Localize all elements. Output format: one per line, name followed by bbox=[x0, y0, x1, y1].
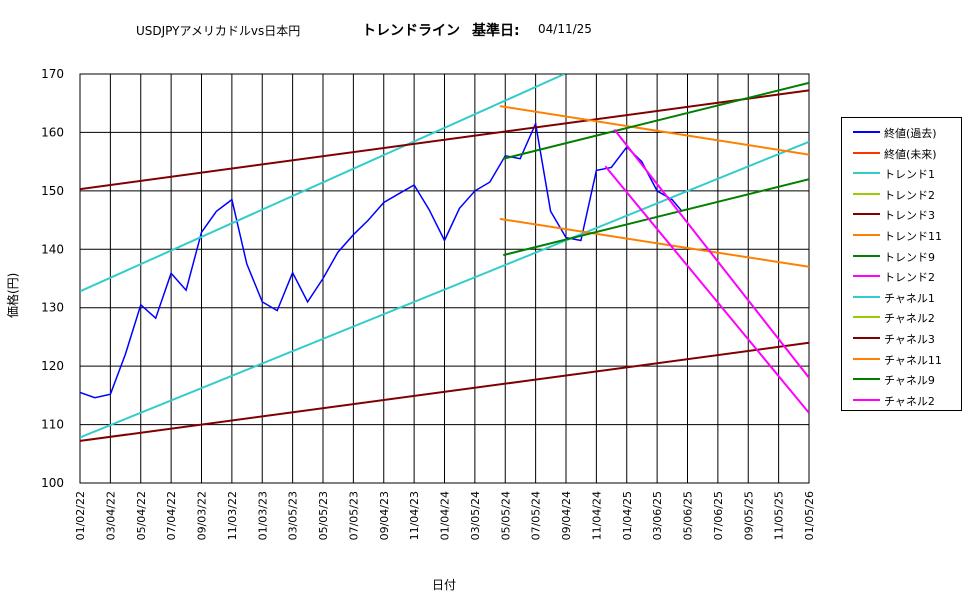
x-tick-label: 05/05/23 bbox=[317, 491, 330, 540]
x-tick-label: 05/04/22 bbox=[135, 491, 148, 540]
x-tick-label: 03/04/22 bbox=[104, 491, 117, 540]
legend-label: チャネル1 bbox=[884, 291, 935, 305]
series-line-12 bbox=[499, 105, 809, 156]
x-tick-label: 11/04/23 bbox=[408, 491, 421, 540]
x-tick-label: 01/03/23 bbox=[256, 491, 269, 540]
legend-item: トレンド2 bbox=[842, 184, 961, 204]
series-line-14 bbox=[613, 128, 809, 379]
legend-item: チャネル2 bbox=[842, 390, 961, 410]
x-tick-label: 05/06/25 bbox=[682, 491, 695, 540]
x-tick-label: 11/03/22 bbox=[226, 491, 239, 540]
x-tick-label: 03/05/23 bbox=[287, 491, 300, 540]
plot-border bbox=[79, 73, 810, 484]
y-tick-label: 120 bbox=[41, 359, 64, 373]
legend-swatch bbox=[853, 357, 880, 360]
series-line-5 bbox=[80, 341, 809, 442]
chart-title-label: 基準日: bbox=[472, 23, 520, 39]
x-tick-label: 09/05/25 bbox=[742, 491, 755, 540]
legend-item: チャネル1 bbox=[842, 287, 961, 307]
series-line-7 bbox=[503, 178, 809, 257]
legend-label: トレンド11 bbox=[884, 230, 942, 243]
series-line-13 bbox=[503, 81, 809, 160]
chart-legend: 終値(過去) 終値(未来) トレンド1 トレンド2 トレンド3 トレンド11 トレンド9 トレ… bbox=[841, 117, 962, 411]
series-line-6 bbox=[499, 217, 809, 268]
legend-swatch bbox=[853, 131, 880, 133]
legend-swatch bbox=[853, 337, 880, 339]
legend-label: トレンド1 bbox=[884, 168, 935, 182]
legend-label: トレンド3 bbox=[884, 209, 935, 223]
legend-item: 終値(未来) bbox=[842, 143, 961, 163]
legend-label: チャネル11 bbox=[884, 353, 942, 367]
legend-swatch bbox=[853, 275, 880, 278]
chart-title-trend: トレンドライン bbox=[362, 23, 460, 39]
x-tick-label: 01/04/24 bbox=[439, 491, 452, 540]
y-tick-label: 110 bbox=[41, 418, 64, 432]
legend-item: チャネル9 bbox=[842, 369, 961, 389]
x-tick-label: 09/03/22 bbox=[196, 491, 209, 540]
x-tick-label: 11/04/24 bbox=[590, 491, 603, 540]
x-tick-label: 07/06/25 bbox=[712, 491, 725, 540]
legend-label: トレンド2 bbox=[884, 188, 935, 202]
legend-swatch bbox=[853, 172, 880, 175]
legend-label: トレンド2 bbox=[884, 271, 935, 285]
y-tick-label: 160 bbox=[41, 125, 64, 139]
legend-item: トレンド11 bbox=[842, 225, 961, 245]
series-line-8 bbox=[604, 165, 809, 414]
legend-item: 終値(過去) bbox=[842, 122, 961, 142]
legend-item: チャネル2 bbox=[842, 307, 961, 327]
x-tick-label: 07/05/24 bbox=[530, 491, 543, 540]
series-line-11 bbox=[80, 89, 809, 191]
legend-item: トレンド2 bbox=[842, 266, 961, 286]
legend-swatch bbox=[853, 398, 880, 401]
x-tick-label: 03/06/25 bbox=[651, 491, 664, 540]
legend-swatch bbox=[853, 151, 880, 154]
legend-swatch bbox=[853, 378, 880, 381]
legend-swatch bbox=[853, 213, 880, 216]
legend-label: トレンド9 bbox=[884, 250, 935, 264]
x-tick-label: 01/04/25 bbox=[621, 491, 634, 540]
legend-label: 終値(未来) bbox=[884, 147, 937, 161]
legend-label: チャネル2 bbox=[884, 312, 935, 326]
legend-swatch bbox=[853, 254, 880, 257]
chart-title-main: USDJPYアメリカドルvs日本円 bbox=[136, 24, 301, 38]
x-tick-label: 09/04/24 bbox=[560, 491, 573, 540]
x-tick-label: 09/04/23 bbox=[378, 491, 391, 540]
legend-swatch bbox=[853, 295, 880, 298]
chart-title-date: 04/11/25 bbox=[538, 22, 592, 36]
x-tick-label: 11/05/25 bbox=[773, 491, 786, 540]
y-tick-label: 170 bbox=[41, 67, 64, 81]
legend-item: トレンド1 bbox=[842, 163, 961, 183]
x-tick-label: 01/05/26 bbox=[803, 491, 816, 540]
y-axis-label: 価格(円) bbox=[6, 272, 20, 318]
series-line-price bbox=[80, 121, 683, 399]
legend-label: チャネル2 bbox=[884, 394, 935, 408]
x-tick-label: 05/05/24 bbox=[499, 491, 512, 540]
legend-swatch bbox=[853, 234, 880, 236]
chart-title: USDJPYアメリカドルvs日本円 トレンドライン 基準日: 04/11/25 bbox=[0, 22, 975, 44]
legend-item: トレンド3 bbox=[842, 204, 961, 224]
x-tick-label: 07/05/23 bbox=[347, 491, 360, 540]
x-tick-label: 03/05/24 bbox=[469, 491, 482, 540]
legend-swatch bbox=[853, 316, 880, 319]
x-axis-label: 日付 bbox=[432, 578, 457, 592]
legend-item: チャネル11 bbox=[842, 349, 961, 369]
y-tick-label: 140 bbox=[41, 242, 64, 256]
y-tick-label: 130 bbox=[41, 301, 64, 315]
legend-label: チャネル3 bbox=[884, 333, 935, 346]
legend-label: 終値(過去) bbox=[884, 127, 937, 140]
y-tick-label: 150 bbox=[41, 184, 64, 198]
legend-label: チャネル9 bbox=[884, 374, 935, 388]
series-line-9 bbox=[80, 74, 565, 293]
x-tick-label: 07/04/22 bbox=[165, 491, 178, 540]
y-tick-label: 100 bbox=[41, 476, 64, 490]
legend-item: トレンド9 bbox=[842, 246, 961, 266]
legend-item: チャネル3 bbox=[842, 328, 961, 348]
legend-swatch bbox=[853, 192, 880, 195]
x-tick-label: 01/02/22 bbox=[74, 491, 87, 540]
series-line-3 bbox=[80, 140, 809, 439]
